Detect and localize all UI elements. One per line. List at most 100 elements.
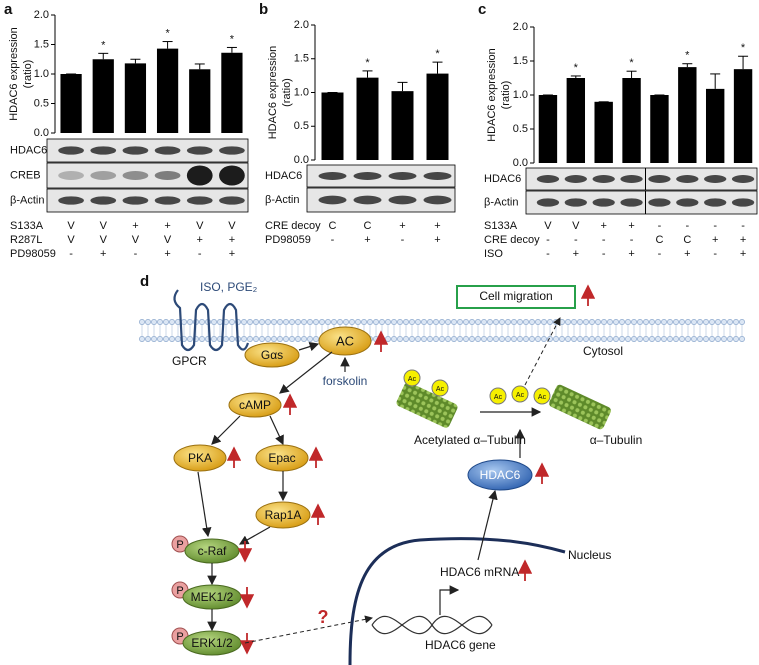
lipid xyxy=(457,336,463,342)
lipid xyxy=(151,336,157,342)
condition-value: + xyxy=(740,248,746,260)
y-tick-label: 0.5 xyxy=(34,97,49,109)
arrow xyxy=(279,351,333,394)
phospho xyxy=(171,535,189,553)
blot-band xyxy=(388,195,417,205)
lipid xyxy=(703,319,709,325)
lipid xyxy=(253,336,259,342)
lipid xyxy=(355,319,361,325)
condition-value: V xyxy=(572,220,580,232)
bar xyxy=(92,59,114,133)
significance: * xyxy=(685,50,690,62)
condition-value: - xyxy=(602,248,606,260)
lipid xyxy=(211,336,217,342)
lipid xyxy=(409,319,415,325)
bar xyxy=(189,69,211,133)
acetyl-label: Ac xyxy=(538,394,547,401)
lipid xyxy=(487,336,493,342)
blot-band xyxy=(90,196,117,205)
lipid xyxy=(277,336,283,342)
lipid xyxy=(613,319,619,325)
condition-value: + xyxy=(399,220,405,232)
bar xyxy=(156,48,179,133)
ligand-label: ISO, PGE₂ xyxy=(200,280,258,294)
nuclear-membrane xyxy=(348,537,566,665)
lipid xyxy=(421,319,427,325)
lipid xyxy=(175,336,181,342)
y-axis-label: HDAC6 expression xyxy=(8,27,20,121)
blot-band xyxy=(186,165,213,186)
bar xyxy=(391,91,414,160)
significance: * xyxy=(230,33,235,45)
lipid xyxy=(415,336,421,342)
significance: * xyxy=(629,57,634,69)
node-label: MEK1/2 xyxy=(191,590,234,604)
bar xyxy=(650,95,669,163)
node xyxy=(228,392,282,418)
blot-band xyxy=(620,175,643,183)
y-tick-label: 1.0 xyxy=(513,89,528,101)
condition-value: C xyxy=(329,220,337,232)
lipid xyxy=(709,336,715,342)
lipid xyxy=(589,319,595,325)
lipid xyxy=(709,319,715,325)
panel-label: d xyxy=(140,273,149,290)
lipid xyxy=(607,336,613,342)
lipid xyxy=(673,336,679,342)
lipid xyxy=(643,336,649,342)
significance: * xyxy=(101,39,106,51)
node xyxy=(255,444,309,472)
lipid xyxy=(457,319,463,325)
condition-value: - xyxy=(658,220,662,232)
lipid xyxy=(217,319,223,325)
blot-band xyxy=(154,171,181,180)
condition-value: C xyxy=(683,234,691,246)
lipid xyxy=(601,336,607,342)
panel-label: b xyxy=(259,1,268,18)
blot-band xyxy=(620,198,643,207)
blot-band xyxy=(122,196,149,205)
lipid xyxy=(451,336,457,342)
lipid xyxy=(295,319,301,325)
lipid xyxy=(511,319,517,325)
lipid xyxy=(367,319,373,325)
blot-band xyxy=(122,171,149,180)
node xyxy=(244,342,300,368)
significance: * xyxy=(741,42,746,54)
acetyl xyxy=(533,387,551,405)
condition-value: V xyxy=(132,234,140,246)
condition-value: - xyxy=(658,248,662,260)
acetyl-label: Ac xyxy=(494,394,503,401)
bar xyxy=(124,63,147,133)
node xyxy=(173,444,227,472)
condition-value: - xyxy=(602,234,606,246)
condition-value: - xyxy=(741,220,745,232)
lipid xyxy=(439,319,445,325)
lipid xyxy=(631,336,637,342)
lipid xyxy=(427,319,433,325)
blot-band xyxy=(154,146,181,155)
question-mark: ? xyxy=(318,607,329,627)
dashed-arrow xyxy=(524,317,561,386)
blot-band xyxy=(58,171,84,180)
lipid xyxy=(697,336,703,342)
lipid xyxy=(319,319,325,325)
blot-band xyxy=(186,146,213,155)
lipid xyxy=(247,319,253,325)
acetyl xyxy=(511,385,529,403)
condition-value: + xyxy=(100,248,106,260)
lipid xyxy=(331,319,337,325)
condition-value: V xyxy=(67,220,75,232)
blot-band xyxy=(731,198,755,207)
node-label: PKA xyxy=(188,451,212,465)
lipid xyxy=(343,319,349,325)
arrow xyxy=(477,489,498,561)
lipid xyxy=(247,336,253,342)
blot-band xyxy=(536,175,560,183)
lipid xyxy=(409,336,415,342)
significance: * xyxy=(365,57,370,69)
arrow xyxy=(197,471,212,538)
y-tick-label: 1.5 xyxy=(513,55,528,67)
lipid xyxy=(733,336,739,342)
condition-value: + xyxy=(740,234,746,246)
